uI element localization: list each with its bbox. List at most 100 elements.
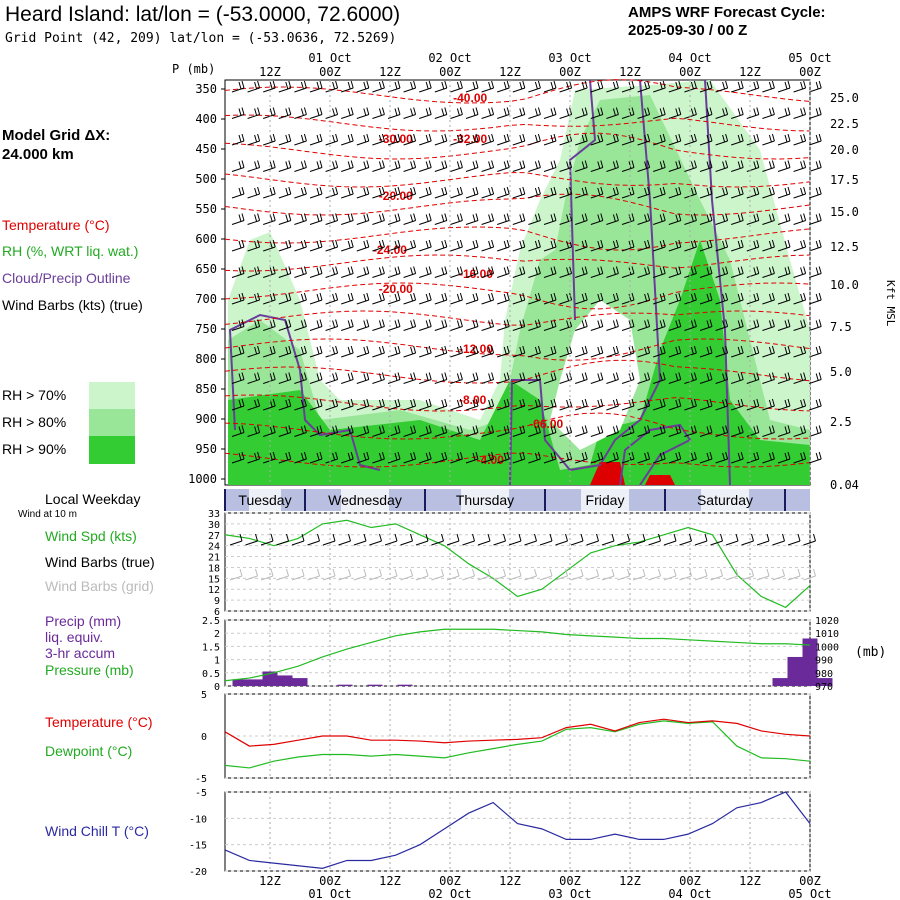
wind-barb-staff <box>341 326 354 331</box>
wind-barb-flag <box>787 398 791 407</box>
wind-barb-flag <box>768 240 772 249</box>
wind-barb-flag <box>459 451 463 460</box>
wind-barb-staff <box>434 114 447 119</box>
wind-barb-staff <box>793 432 806 437</box>
wind-barb <box>325 107 339 119</box>
wind-barb-flag <box>675 161 679 169</box>
wind-barb-staff <box>543 273 557 278</box>
wind-barb-flag <box>584 239 588 248</box>
wind-barb <box>762 133 775 146</box>
wind-barb-flag <box>488 267 492 275</box>
temp-contour <box>224 254 811 272</box>
wind-barb-flag <box>316 426 320 434</box>
wind-barb <box>699 133 713 146</box>
wind-barb-staff <box>356 432 369 437</box>
wind-barb-flag <box>378 214 382 222</box>
wind-barb-flag <box>569 292 573 301</box>
wind-barb-flag <box>753 187 757 196</box>
wind-barb-flag <box>413 451 417 460</box>
wind-barb <box>434 133 448 146</box>
wind-barb-staff <box>278 140 291 146</box>
wind-barb-flag <box>350 425 354 433</box>
wind-barb-flag <box>553 425 557 433</box>
wind-barb-flag <box>503 399 507 408</box>
wind-barb-flag <box>303 345 307 354</box>
top-hour-tick: 00Z <box>799 65 821 79</box>
top-date-tick: 05 Oct <box>788 51 831 65</box>
wind-barb-flag <box>378 320 382 328</box>
wind-barb-flag <box>506 133 510 142</box>
wind-barb <box>481 160 495 172</box>
grid-wind-barb <box>348 568 351 577</box>
wind-barb-staff <box>481 352 494 358</box>
wind-barb <box>419 213 432 225</box>
wind-barb <box>684 133 697 146</box>
wind-barb <box>450 80 463 93</box>
wind-barb-staff <box>621 87 635 93</box>
wind-barb-flag <box>428 133 432 142</box>
wind-barb-flag <box>459 292 463 301</box>
wind-barb-flag <box>444 451 448 460</box>
wind-barb-flag <box>644 81 648 90</box>
bottom-date-tick: 03 Oct <box>548 887 591 900</box>
wind-barb <box>403 213 417 225</box>
wind-barb-flag <box>506 213 510 221</box>
wind-barb <box>341 345 354 358</box>
wind-barb-flag <box>644 161 648 169</box>
wind-barb-flag <box>397 213 401 221</box>
wind-barb-flag <box>441 399 445 408</box>
wind-barb-flag <box>553 345 557 354</box>
wind-barb-flag <box>381 133 385 142</box>
wind-barb-staff <box>715 352 728 358</box>
wind-barb-staff <box>575 405 588 411</box>
wind-barb-staff <box>762 299 775 305</box>
wind-barb-flag <box>709 133 713 142</box>
wind-barb-flag <box>269 293 273 302</box>
wind-barb-flag <box>300 214 304 222</box>
wind-barb <box>590 372 604 384</box>
wind-barb-flag <box>675 108 679 116</box>
wind-barb-flag <box>675 240 679 249</box>
wind-barb-flag <box>319 213 323 221</box>
wind-barb <box>653 160 666 172</box>
wind-barb <box>793 345 807 358</box>
wind-barb-staff <box>450 220 463 225</box>
wind-barb-flag <box>737 161 741 169</box>
pressure-tick: 400 <box>195 112 217 126</box>
wind-barb-flag <box>725 213 729 221</box>
wind-barb-flag <box>269 346 273 355</box>
wind-barb-staff <box>731 246 744 252</box>
wind-barb-staff <box>809 140 822 146</box>
wind-barb-flag <box>675 267 679 275</box>
wind-barb-flag <box>615 451 619 460</box>
surface-wind-barb <box>379 533 382 542</box>
wind-barb-flag <box>566 214 570 222</box>
wind-barb-flag <box>522 372 526 380</box>
wind-barb <box>309 372 323 384</box>
wind-barb-flag <box>441 240 445 249</box>
wind-barb-flag <box>491 425 495 433</box>
wind-barb-staff <box>450 140 463 146</box>
grid-wind-barb <box>782 568 785 577</box>
wind-barb <box>590 266 604 278</box>
wind-barb-flag <box>503 267 507 275</box>
wind-barb-flag <box>347 81 351 90</box>
model-grid-value: 24.000 km <box>2 146 74 163</box>
wind-barb-flag <box>803 160 807 168</box>
wind-barb-flag <box>241 398 245 407</box>
wind-barb-flag <box>584 451 588 460</box>
wind-barb-flag <box>257 239 261 248</box>
wind-barb-flag <box>753 426 757 434</box>
wind-barb <box>263 266 276 278</box>
wind-barb-flag <box>441 373 445 381</box>
wind-barb <box>263 160 276 172</box>
wind-barb <box>575 398 588 411</box>
wind-barb-flag <box>553 239 557 248</box>
wind-barb-flag <box>366 133 370 142</box>
wind-barb-flag <box>690 187 694 196</box>
wind-barb-staff <box>372 352 385 358</box>
wind-barb-flag <box>506 266 510 274</box>
wind-barb-staff <box>762 273 775 278</box>
wind-barb-flag <box>662 319 666 327</box>
wind-barb-staff <box>746 220 759 225</box>
